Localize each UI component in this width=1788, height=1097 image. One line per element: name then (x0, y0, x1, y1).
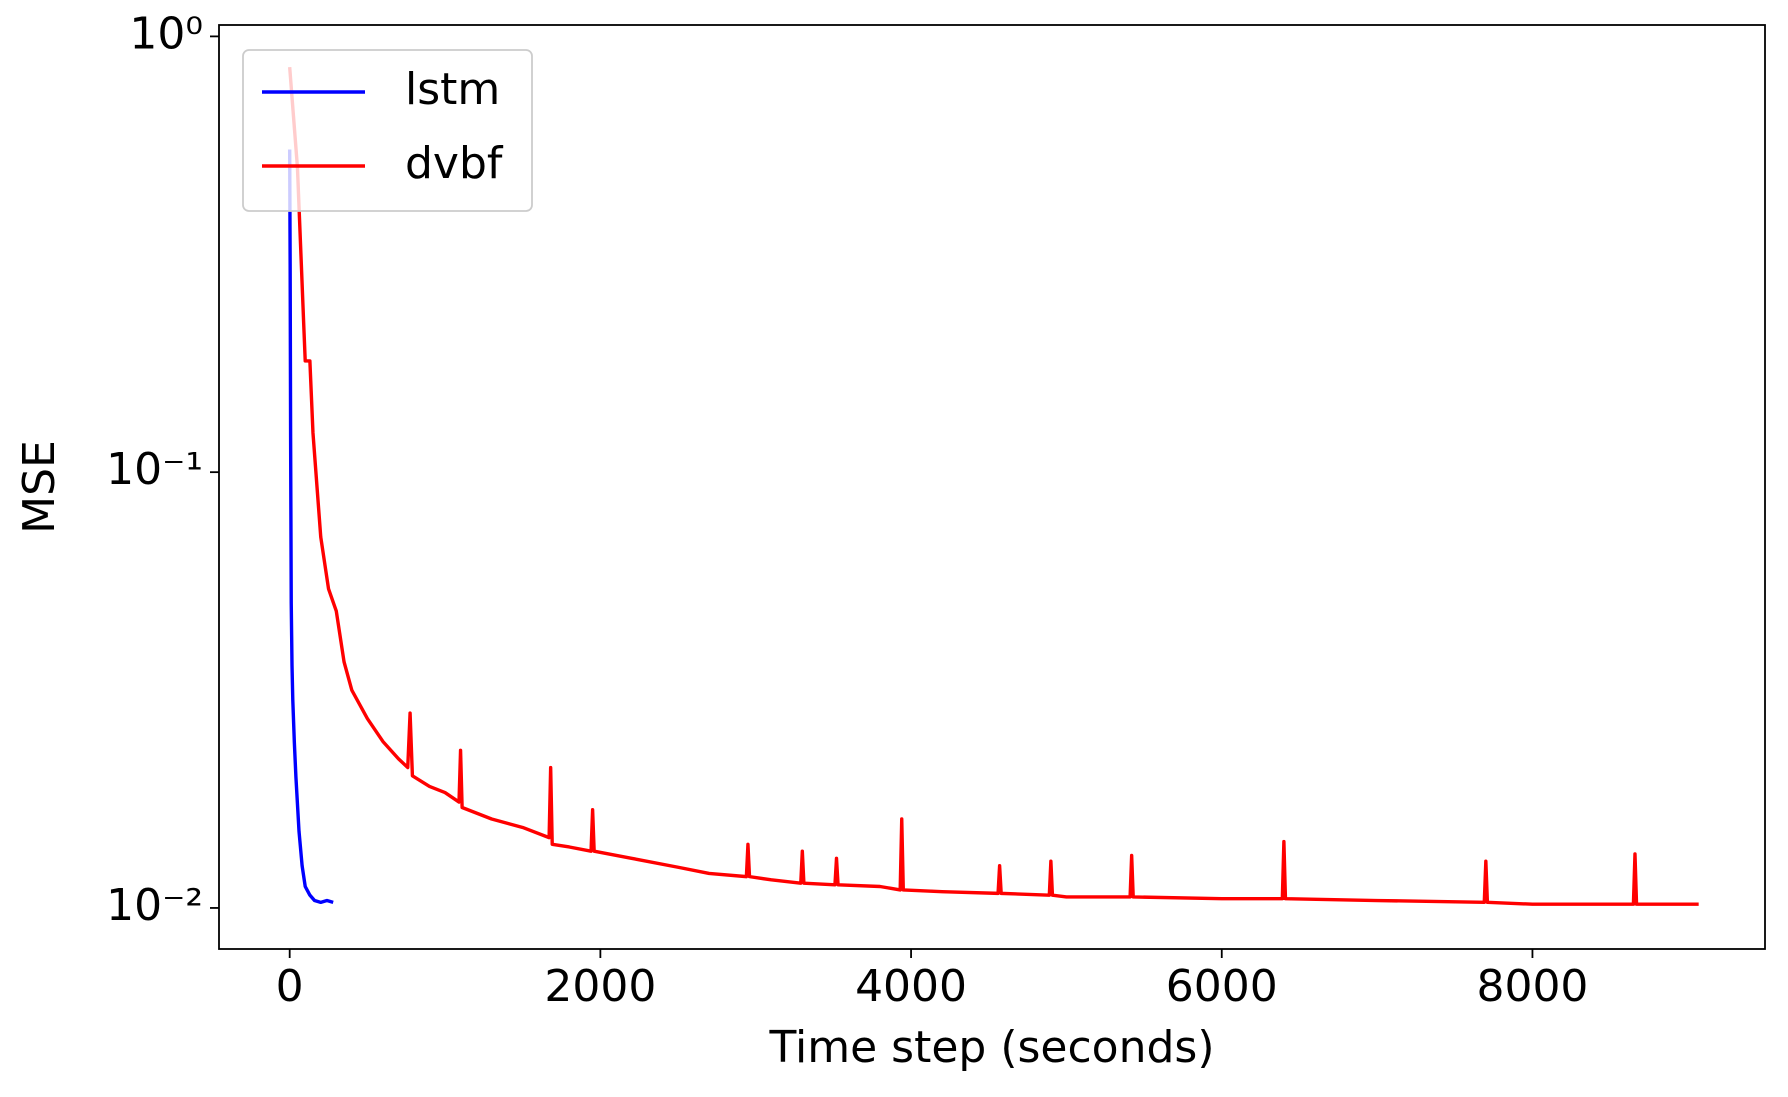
series-line (287, 67, 1699, 906)
y-tick-label: 10⁻¹ (106, 444, 203, 495)
y-tick-label: 10⁻² (106, 880, 203, 931)
legend-label: lstm (405, 64, 500, 115)
x-tick-label: 8000 (1476, 961, 1588, 1012)
legend-box (242, 49, 533, 212)
series-line (287, 149, 334, 905)
y-tick-label: 10⁰ (129, 8, 203, 59)
x-tick-label: 2000 (544, 961, 656, 1012)
y-axis-label: MSE (14, 440, 65, 534)
x-tick-label: 6000 (1166, 961, 1278, 1012)
x-tick-label: 4000 (855, 961, 967, 1012)
plot-frame (218, 24, 1766, 950)
legend: lstm dvbf (242, 49, 533, 212)
x-tick-label: 0 (276, 961, 304, 1012)
x-axis-label: Time step (seconds) (768, 1022, 1214, 1073)
legend-label: dvbf (405, 138, 504, 189)
